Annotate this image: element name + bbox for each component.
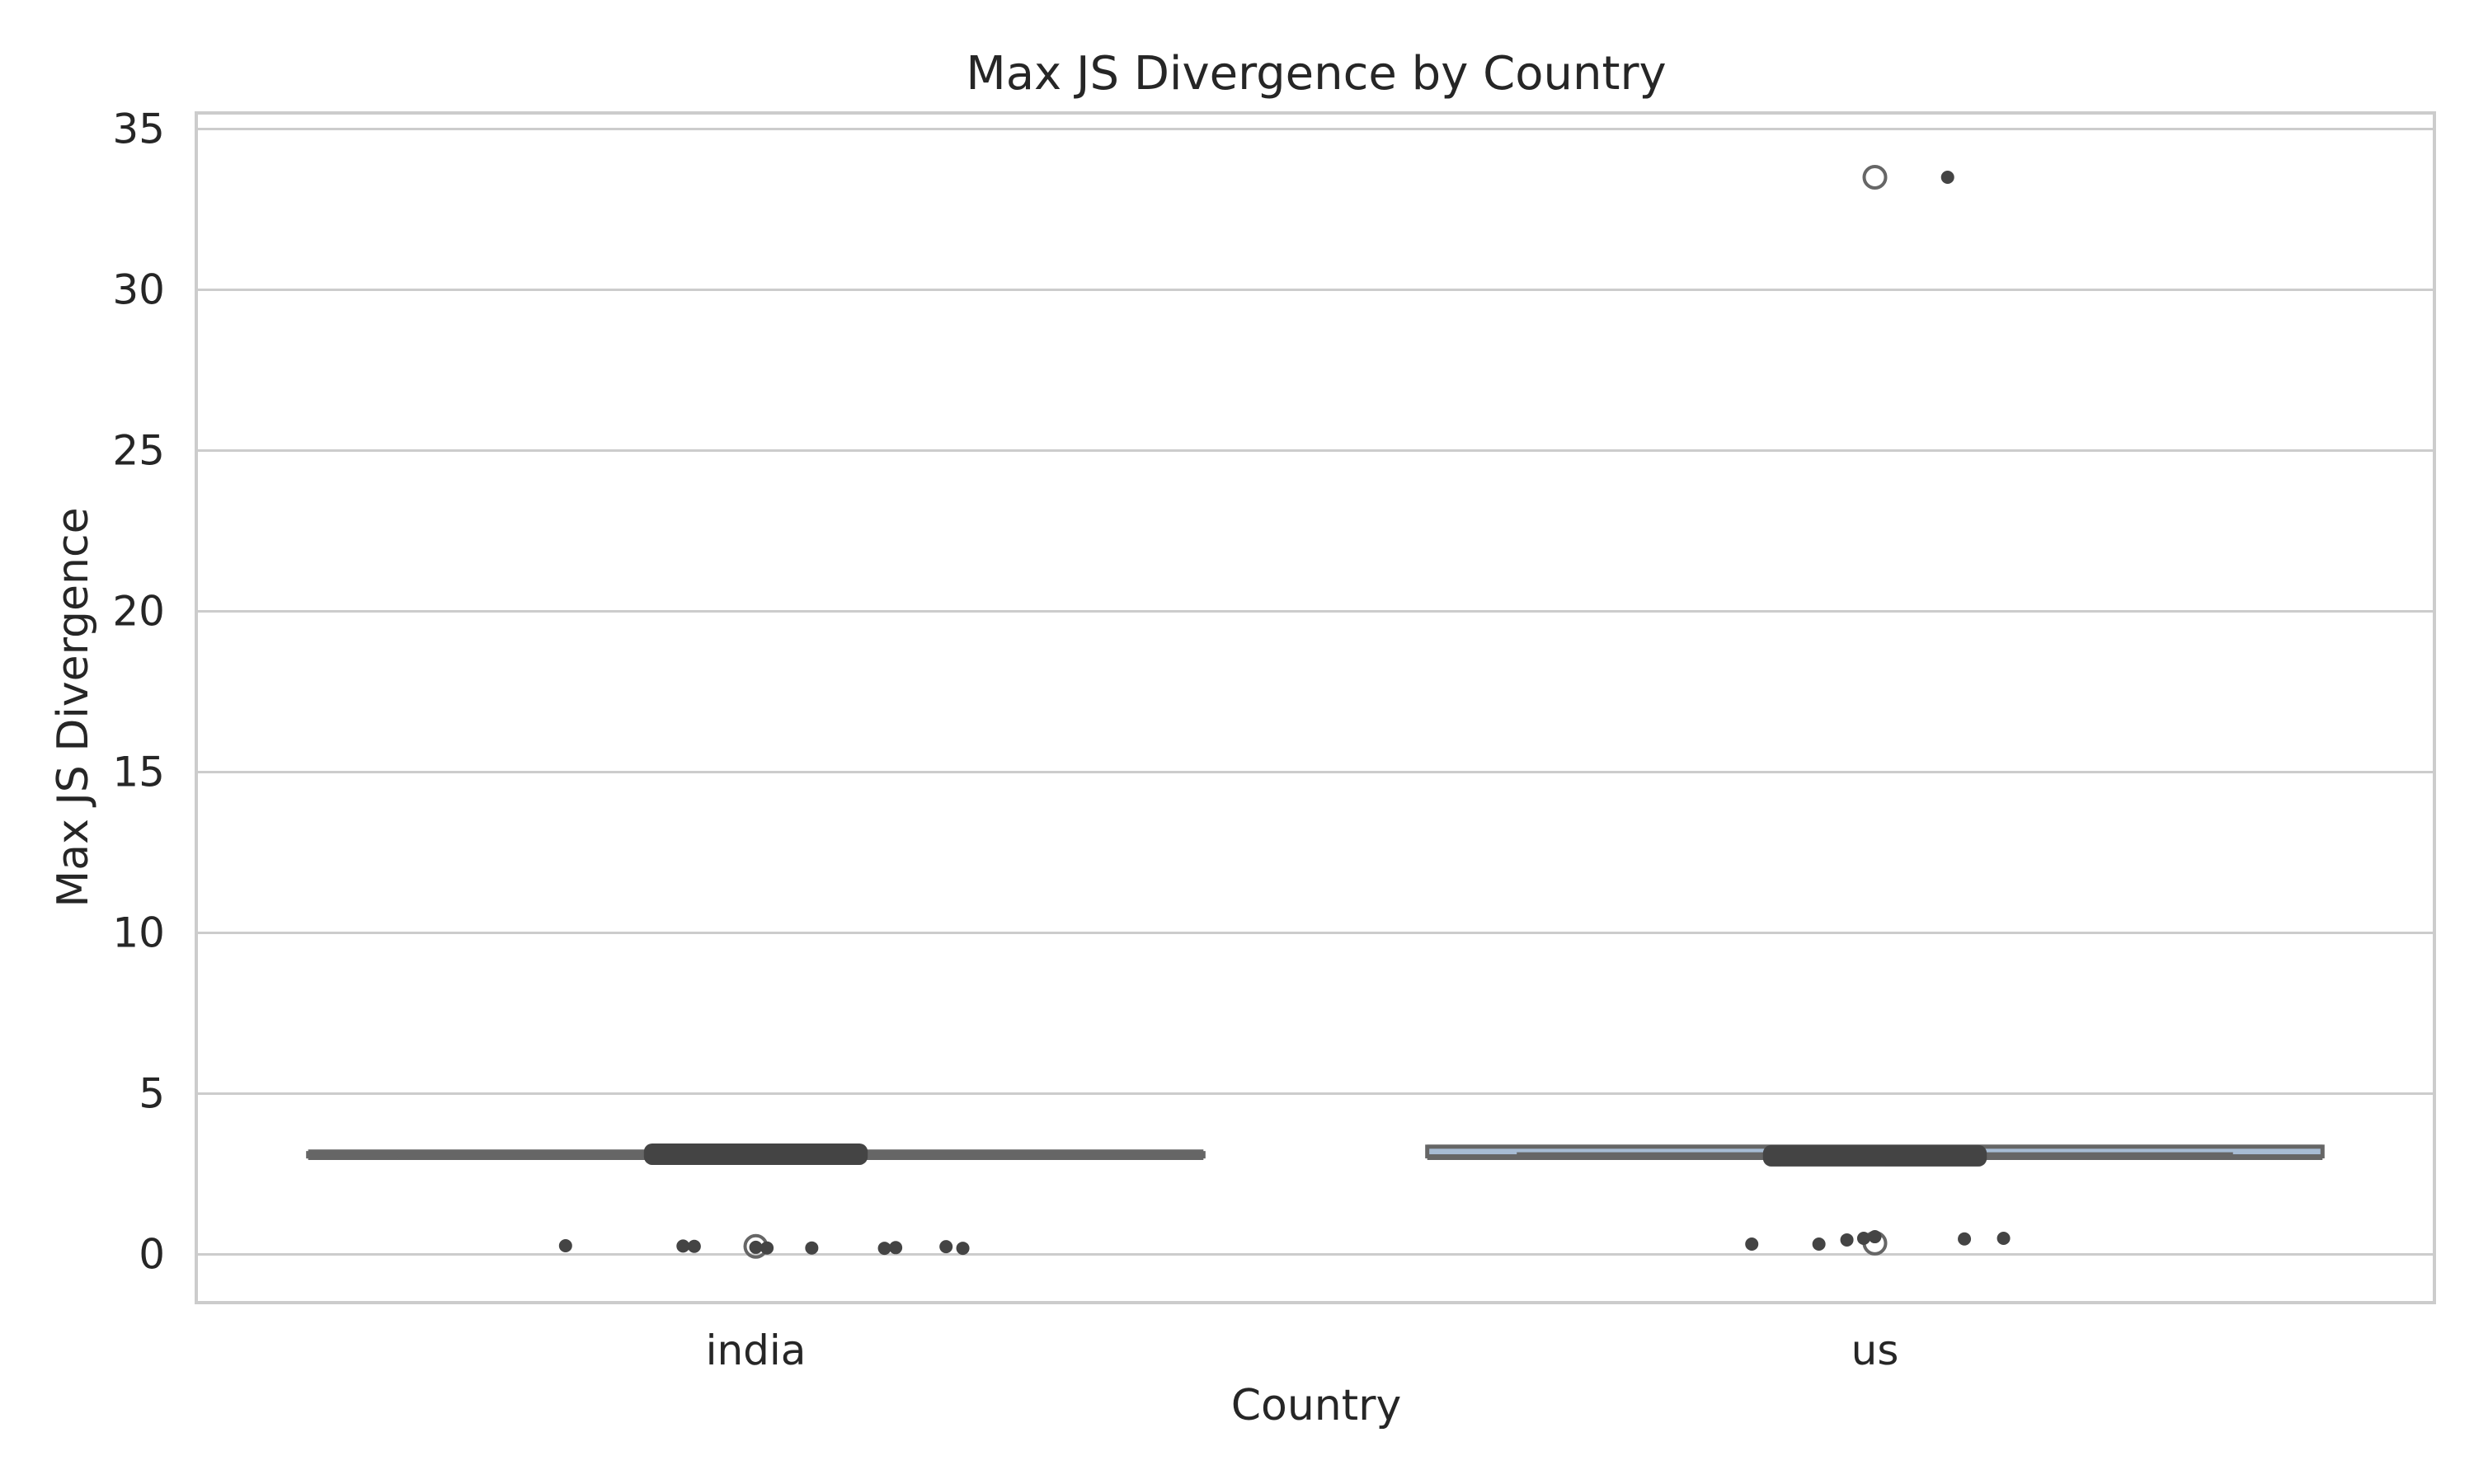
data-point xyxy=(1958,1232,1972,1246)
data-point xyxy=(1856,1232,1870,1245)
y-tick-label: 35 xyxy=(112,106,165,153)
data-point xyxy=(1840,1233,1854,1247)
y-tick-label: 5 xyxy=(139,1070,165,1118)
data-point xyxy=(956,1242,970,1256)
data-point xyxy=(1940,171,1954,184)
y-tick-label: 25 xyxy=(112,427,165,475)
data-point xyxy=(558,1238,572,1252)
y-tick-label: 15 xyxy=(112,749,165,796)
y-tick-label: 0 xyxy=(139,1231,165,1279)
x-tick-label: us xyxy=(1851,1327,1899,1374)
data-point xyxy=(749,1240,763,1254)
data-point xyxy=(1745,1237,1759,1252)
y-tick-label: 30 xyxy=(112,266,165,314)
data-point xyxy=(1997,1232,2011,1245)
data-point xyxy=(805,1241,819,1255)
y-tick-label: 10 xyxy=(112,909,165,957)
y-axis-ticks: 0 5 10 15 20 25 30 35 xyxy=(112,106,165,1279)
strip-layer xyxy=(643,1143,1987,1167)
data-point xyxy=(676,1239,690,1253)
point-layer xyxy=(558,171,2011,1256)
data-point xyxy=(687,1239,701,1253)
x-tick-label: india xyxy=(706,1327,807,1374)
data-point xyxy=(877,1242,891,1256)
chart-title: Max JS Divergence by Country xyxy=(966,47,1666,101)
y-axis-label: Max JS Divergence xyxy=(49,507,98,907)
strip-us xyxy=(1762,1144,1987,1167)
plot-frame xyxy=(195,111,2436,1304)
data-point xyxy=(1868,1230,1882,1244)
x-axis-ticks: india us xyxy=(706,1327,1899,1374)
data-point xyxy=(889,1241,903,1255)
data-point xyxy=(1812,1237,1826,1252)
strip-india xyxy=(643,1143,868,1165)
outlier-marker xyxy=(1862,165,1888,190)
grid-lines xyxy=(196,128,2434,1256)
x-axis-label: Country xyxy=(1231,1381,1402,1430)
data-point xyxy=(939,1240,953,1254)
y-tick-label: 20 xyxy=(112,588,165,636)
data-point xyxy=(760,1241,774,1255)
